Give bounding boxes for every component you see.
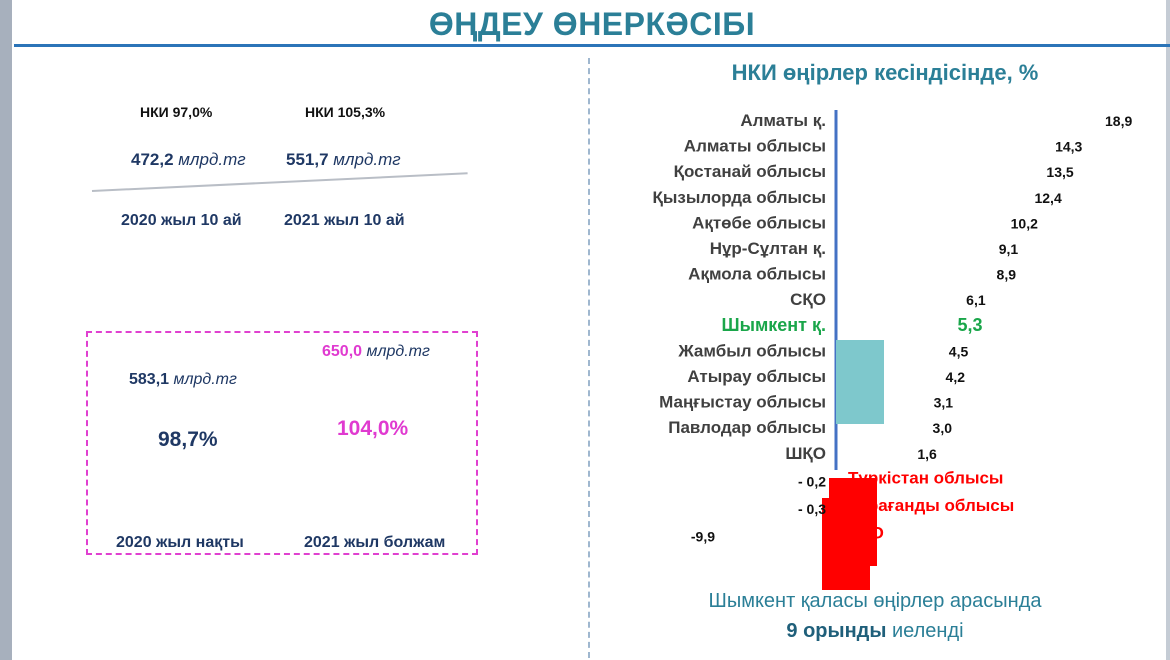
- footer-line-2: 9 орынды иеленді: [600, 620, 1150, 643]
- value-label: 13,5: [1046, 164, 1073, 180]
- category-label: Атырау облысы: [687, 367, 826, 386]
- category-label: Нұр-Сұлтан қ.: [710, 239, 826, 258]
- value-2021-10m: 551,7 млрд.тг: [286, 150, 401, 170]
- value-label: 6,1: [966, 292, 986, 308]
- value-2020-actual: 583,1 млрд.тг: [129, 371, 237, 389]
- right-frame: [1166, 0, 1170, 660]
- value-2020-actual-num: 583,1: [129, 371, 170, 388]
- value-2021-forecast-unit: млрд.тг: [366, 343, 430, 360]
- left-frame: [0, 0, 12, 660]
- pct-2020-actual: 98,7%: [158, 428, 218, 451]
- category-label: СҚО: [790, 290, 826, 309]
- category-label: Жамбыл облысы: [677, 341, 826, 360]
- category-label: Қостанай облысы: [674, 162, 826, 181]
- label-2021-10m: 2021 жыл 10 ай: [284, 212, 405, 229]
- nki-2021: НКИ 105,3%: [305, 104, 386, 120]
- footer-rest: иеленді: [886, 620, 964, 642]
- label-2020-10m: 2020 жыл 10 ай: [121, 212, 242, 229]
- value-2021-10m-unit: млрд.тг: [333, 150, 401, 169]
- value-label: 3,0: [933, 420, 953, 436]
- value-label: 9,1: [999, 241, 1019, 257]
- nki-2020: НКИ 97,0%: [140, 104, 213, 120]
- value-label: 5,3: [957, 315, 982, 335]
- section-divider: [588, 58, 590, 658]
- label-2020-actual: 2020 жыл нақты: [116, 534, 244, 551]
- pct-2021-forecast: 104,0%: [337, 417, 409, 440]
- chart-title: НКИ өңірлер кесіндісінде, %: [731, 60, 1039, 85]
- label-2021-forecast: 2021 жыл болжам: [304, 534, 446, 551]
- value-label: 8,9: [997, 267, 1017, 283]
- footer-rank: 9 орынды: [786, 620, 887, 642]
- negative-bar-block-2: [822, 498, 870, 590]
- value-2021-10m-num: 551,7: [286, 150, 329, 169]
- value-2021-forecast-num: 650,0: [322, 343, 363, 360]
- value-2020-10m: 472,2 млрд.тг: [131, 150, 246, 170]
- value-label: 4,5: [949, 343, 969, 359]
- category-label: Ақтөбе облысы: [692, 213, 826, 232]
- value-2020-10m-unit: млрд.тг: [178, 150, 246, 169]
- category-label: Қызылорда облысы: [652, 188, 826, 207]
- title-rule: [14, 44, 1170, 47]
- category-label: Маңғыстау облысы: [659, 393, 826, 412]
- value-label: 1,6: [917, 446, 937, 462]
- value-label: - 0,3: [798, 501, 826, 517]
- value-label: 10,2: [1011, 215, 1038, 231]
- category-label: Түркістан облысы: [848, 468, 1003, 487]
- value-label: - 0,2: [798, 473, 826, 489]
- value-label: 3,1: [934, 395, 954, 411]
- category-label: Шымкент қ.: [722, 315, 827, 335]
- value-label: -9,9: [691, 529, 715, 545]
- category-label: Қарағанды облысы: [848, 496, 1014, 515]
- category-label: БҚО: [848, 524, 884, 543]
- value-2020-actual-unit: млрд.тг: [173, 371, 237, 388]
- value-label: 12,4: [1034, 190, 1061, 206]
- footer-line-1: Шымкент қаласы өңірлер арасында: [708, 590, 1042, 612]
- positive-bar-block: [836, 340, 884, 424]
- forecast-box: [86, 331, 478, 555]
- value-2021-forecast: 650,0 млрд.тг: [322, 343, 430, 361]
- value-2020-10m-num: 472,2: [131, 150, 174, 169]
- category-label: Алматы облысы: [684, 137, 826, 156]
- category-label: ШҚО: [785, 444, 826, 463]
- value-label: 14,3: [1055, 139, 1082, 155]
- value-label: 18,9: [1105, 113, 1132, 129]
- category-label: Ақмола облысы: [688, 265, 826, 284]
- category-label: Алматы қ.: [740, 111, 826, 130]
- value-label: 4,2: [946, 369, 966, 385]
- category-label: Павлодар облысы: [668, 418, 826, 437]
- page-title: ӨҢДЕУ ӨНЕРКӘСІБІ: [428, 6, 756, 42]
